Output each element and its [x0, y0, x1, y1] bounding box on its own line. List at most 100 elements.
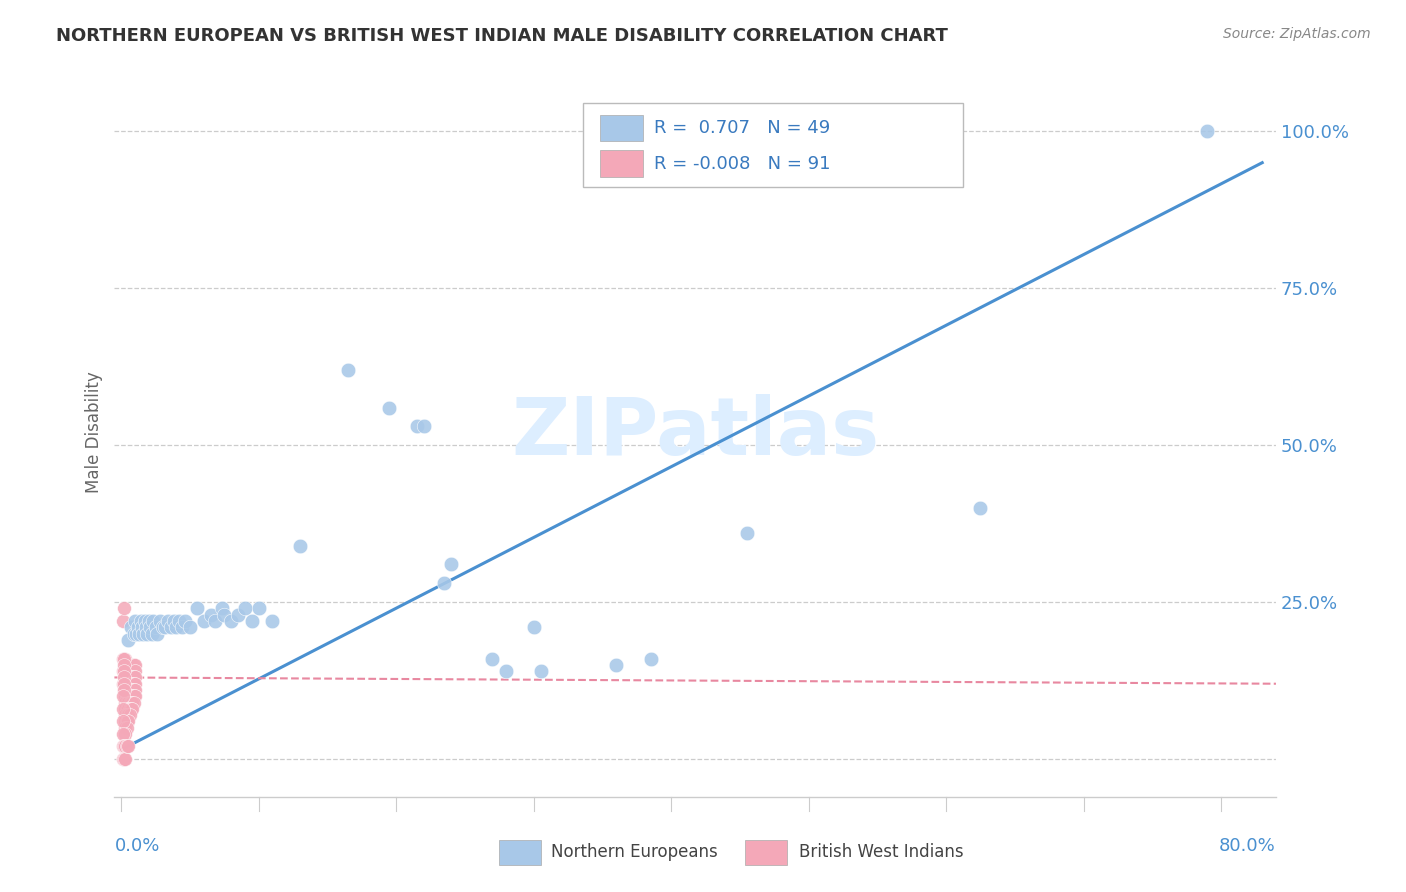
Point — [127, 620, 149, 634]
Point — [118, 664, 141, 678]
Point — [1197, 124, 1219, 138]
Text: NORTHERN EUROPEAN VS BRITISH WEST INDIAN MALE DISABILITY CORRELATION CHART: NORTHERN EUROPEAN VS BRITISH WEST INDIAN… — [56, 27, 948, 45]
Point — [179, 620, 201, 634]
Point — [969, 500, 991, 515]
Text: Northern Europeans: Northern Europeans — [551, 843, 718, 861]
Point — [115, 721, 138, 735]
Point — [378, 401, 401, 415]
Point — [240, 614, 263, 628]
Point — [117, 677, 139, 691]
Point — [121, 690, 143, 704]
Point — [120, 702, 142, 716]
Point — [124, 657, 146, 672]
Text: ZIPatlas: ZIPatlas — [510, 393, 879, 472]
Point — [122, 657, 145, 672]
Point — [114, 651, 136, 665]
Point — [226, 607, 249, 622]
Point — [159, 620, 181, 634]
Point — [186, 601, 208, 615]
Point — [124, 664, 146, 678]
Point — [117, 714, 139, 729]
Point — [115, 702, 138, 716]
Point — [495, 664, 517, 678]
Point — [288, 539, 311, 553]
Point — [155, 620, 177, 634]
Point — [121, 696, 143, 710]
Point — [167, 614, 190, 628]
Point — [433, 576, 456, 591]
Text: Source: ZipAtlas.com: Source: ZipAtlas.com — [1223, 27, 1371, 41]
Point — [219, 614, 242, 628]
Point — [117, 708, 139, 723]
Point — [204, 614, 226, 628]
Point — [111, 690, 134, 704]
Point — [120, 696, 142, 710]
Point — [120, 664, 142, 678]
Point — [735, 526, 758, 541]
Point — [141, 626, 163, 640]
Point — [481, 651, 503, 665]
Point — [114, 708, 136, 723]
Point — [117, 739, 139, 754]
Point — [162, 614, 184, 628]
Point — [117, 683, 139, 698]
Point — [114, 702, 136, 716]
Point — [121, 670, 143, 684]
Point — [136, 626, 159, 640]
Point — [111, 702, 134, 716]
Point — [122, 626, 145, 640]
Point — [112, 651, 135, 665]
Point — [146, 626, 169, 640]
Point — [124, 683, 146, 698]
Point — [117, 657, 139, 672]
Point — [112, 739, 135, 754]
Point — [111, 727, 134, 741]
Text: R = -0.008   N = 91: R = -0.008 N = 91 — [654, 154, 831, 172]
Point — [139, 620, 162, 634]
Point — [114, 670, 136, 684]
Point — [114, 714, 136, 729]
Point — [233, 601, 256, 615]
Point — [112, 664, 135, 678]
Point — [114, 727, 136, 741]
Point — [121, 677, 143, 691]
Point — [115, 708, 138, 723]
Point — [124, 614, 146, 628]
Y-axis label: Male Disability: Male Disability — [86, 372, 103, 493]
Point — [125, 626, 148, 640]
Point — [117, 670, 139, 684]
Point — [128, 626, 150, 640]
Point — [138, 614, 160, 628]
Point — [111, 614, 134, 628]
Point — [440, 558, 463, 572]
Point — [149, 614, 172, 628]
Point — [114, 683, 136, 698]
Point — [115, 683, 138, 698]
Point — [122, 690, 145, 704]
Point — [121, 664, 143, 678]
Point — [135, 620, 157, 634]
Point — [124, 677, 146, 691]
Point — [211, 601, 233, 615]
Point — [111, 664, 134, 678]
Point — [117, 632, 139, 647]
Point — [122, 696, 145, 710]
Point — [112, 670, 135, 684]
Point — [114, 739, 136, 754]
Point — [115, 657, 138, 672]
Point — [200, 607, 222, 622]
Text: 0.0%: 0.0% — [114, 837, 160, 855]
Point — [118, 702, 141, 716]
Point — [112, 683, 135, 698]
Text: R =  0.707   N = 49: R = 0.707 N = 49 — [654, 119, 830, 137]
Point — [412, 419, 434, 434]
Point — [117, 690, 139, 704]
Point — [152, 620, 174, 634]
Point — [605, 657, 627, 672]
Point — [170, 620, 193, 634]
Point — [114, 690, 136, 704]
Point — [124, 670, 146, 684]
Point — [640, 651, 662, 665]
Point — [523, 620, 546, 634]
Point — [121, 702, 143, 716]
